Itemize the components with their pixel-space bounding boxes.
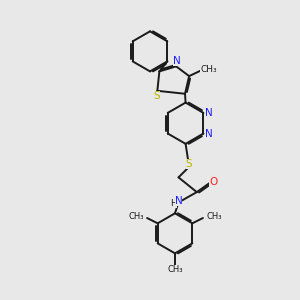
Text: N: N [205, 128, 213, 139]
Text: S: S [153, 91, 160, 100]
Text: CH₃: CH₃ [200, 65, 217, 74]
Text: CH₃: CH₃ [128, 212, 143, 221]
Text: H: H [170, 199, 177, 208]
Text: N: N [175, 196, 182, 206]
Text: CH₃: CH₃ [206, 212, 222, 221]
Text: CH₃: CH₃ [167, 265, 183, 274]
Text: N: N [205, 108, 213, 118]
Text: O: O [209, 176, 218, 187]
Text: N: N [173, 56, 181, 66]
Text: S: S [186, 159, 192, 170]
